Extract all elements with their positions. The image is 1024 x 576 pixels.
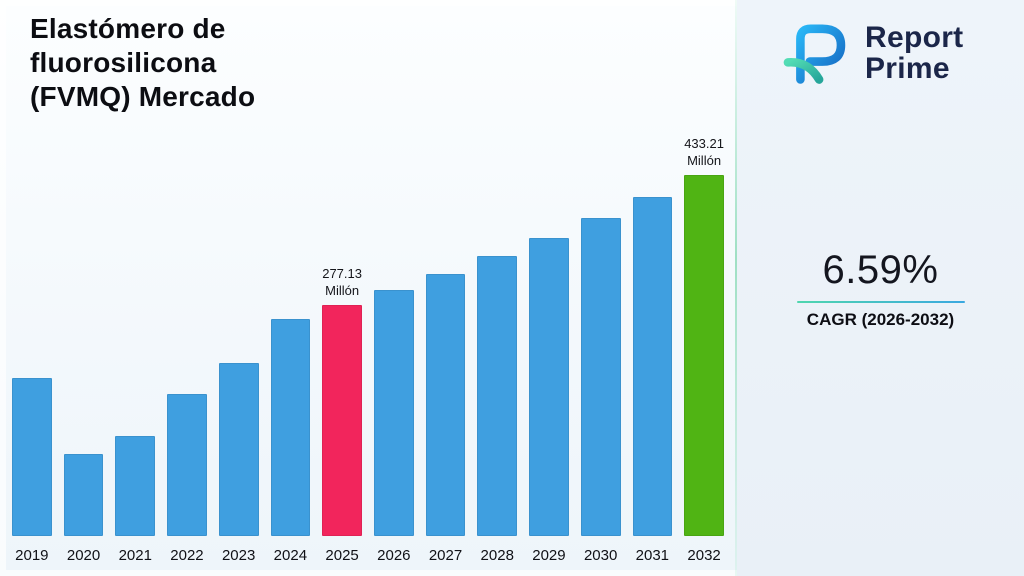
x-axis-label-2020: 2020 bbox=[66, 547, 101, 564]
x-axis-label-2024: 2024 bbox=[273, 547, 308, 564]
cagr-label: CAGR (2026-2032) bbox=[806, 310, 955, 329]
bar-2025 bbox=[322, 305, 362, 536]
x-axis-label-2028: 2028 bbox=[480, 547, 514, 564]
bar-2022 bbox=[167, 394, 207, 536]
bar-chart: 2019 2020 2021 2022 2023 2024 277.13 Millón 202… bbox=[12, 132, 724, 564]
x-axis-label-2022: 2022 bbox=[170, 547, 204, 564]
x-axis-label-2027: 2027 bbox=[428, 547, 463, 564]
panel-divider bbox=[735, 0, 737, 576]
brand-name-report: Report bbox=[865, 20, 964, 54]
bar-2024 bbox=[270, 319, 311, 536]
bar-column-2031: 2031 bbox=[632, 132, 673, 564]
bar-2023 bbox=[218, 363, 259, 536]
x-axis-label-2032: 2032 bbox=[687, 547, 721, 564]
report-prime-logo-icon bbox=[783, 24, 846, 84]
bar-column-2022: 2022 bbox=[167, 132, 207, 564]
x-axis-label-2026: 2026 bbox=[377, 547, 411, 564]
bar-2030 bbox=[580, 218, 621, 536]
bar-2032 bbox=[684, 175, 724, 536]
bar-2029 bbox=[529, 238, 569, 536]
x-axis-label-2029: 2029 bbox=[532, 547, 566, 564]
bar-2026 bbox=[373, 290, 414, 536]
bar-2031 bbox=[632, 197, 673, 536]
x-axis-label-2031: 2031 bbox=[635, 547, 670, 564]
chart-title: Elastómero de fluorosilicona (FVMQ) Merc… bbox=[30, 13, 256, 113]
value-annotation-2025: 277.13 Millón bbox=[322, 266, 362, 299]
x-axis-label-2025: 2025 bbox=[325, 547, 359, 564]
cagr-block: 6.59% CAGR (2026-2032) bbox=[737, 248, 1024, 330]
brand-name: Report Prime bbox=[865, 20, 964, 85]
bar-2019 bbox=[12, 378, 52, 536]
x-axis-label-2019: 2019 bbox=[15, 547, 49, 564]
cagr-divider bbox=[796, 301, 965, 303]
bar-column-2021: 2021 bbox=[115, 132, 156, 564]
bar-column-2028: 2028 bbox=[477, 132, 518, 564]
brand-name-prime: Prime bbox=[865, 52, 950, 85]
bar-column-2027: 2027 bbox=[425, 132, 466, 564]
bar-2027 bbox=[425, 274, 466, 536]
bar-column-2025: 277.13 Millón 2025 bbox=[322, 132, 362, 564]
bar-column-2019: 2019 bbox=[12, 132, 52, 564]
bar-column-2029: 2029 bbox=[529, 132, 569, 564]
bar-column-2024: 2024 bbox=[270, 132, 311, 564]
brand-logo: Report Prime bbox=[777, 14, 963, 92]
bar-column-2030: 2030 bbox=[580, 132, 621, 564]
value-annotation-2032: 433.21 Millón bbox=[684, 136, 724, 169]
x-axis-label-2021: 2021 bbox=[118, 547, 152, 564]
bar-column-2023: 2023 bbox=[218, 132, 259, 564]
bar-2021 bbox=[115, 436, 156, 536]
right-panel: Report Prime 6.59% CAGR (2026-2032) bbox=[737, 0, 1024, 576]
x-axis-label-2023: 2023 bbox=[221, 547, 256, 564]
bar-column-2026: 2026 bbox=[373, 132, 414, 564]
bar-2028 bbox=[477, 256, 518, 536]
bar-column-2020: 2020 bbox=[63, 132, 104, 564]
bar-2020 bbox=[63, 454, 104, 536]
cagr-value: 6.59% bbox=[822, 248, 939, 292]
bar-column-2032: 433.21 Millón 2032 bbox=[684, 132, 724, 564]
x-axis-label-2030: 2030 bbox=[583, 547, 618, 564]
